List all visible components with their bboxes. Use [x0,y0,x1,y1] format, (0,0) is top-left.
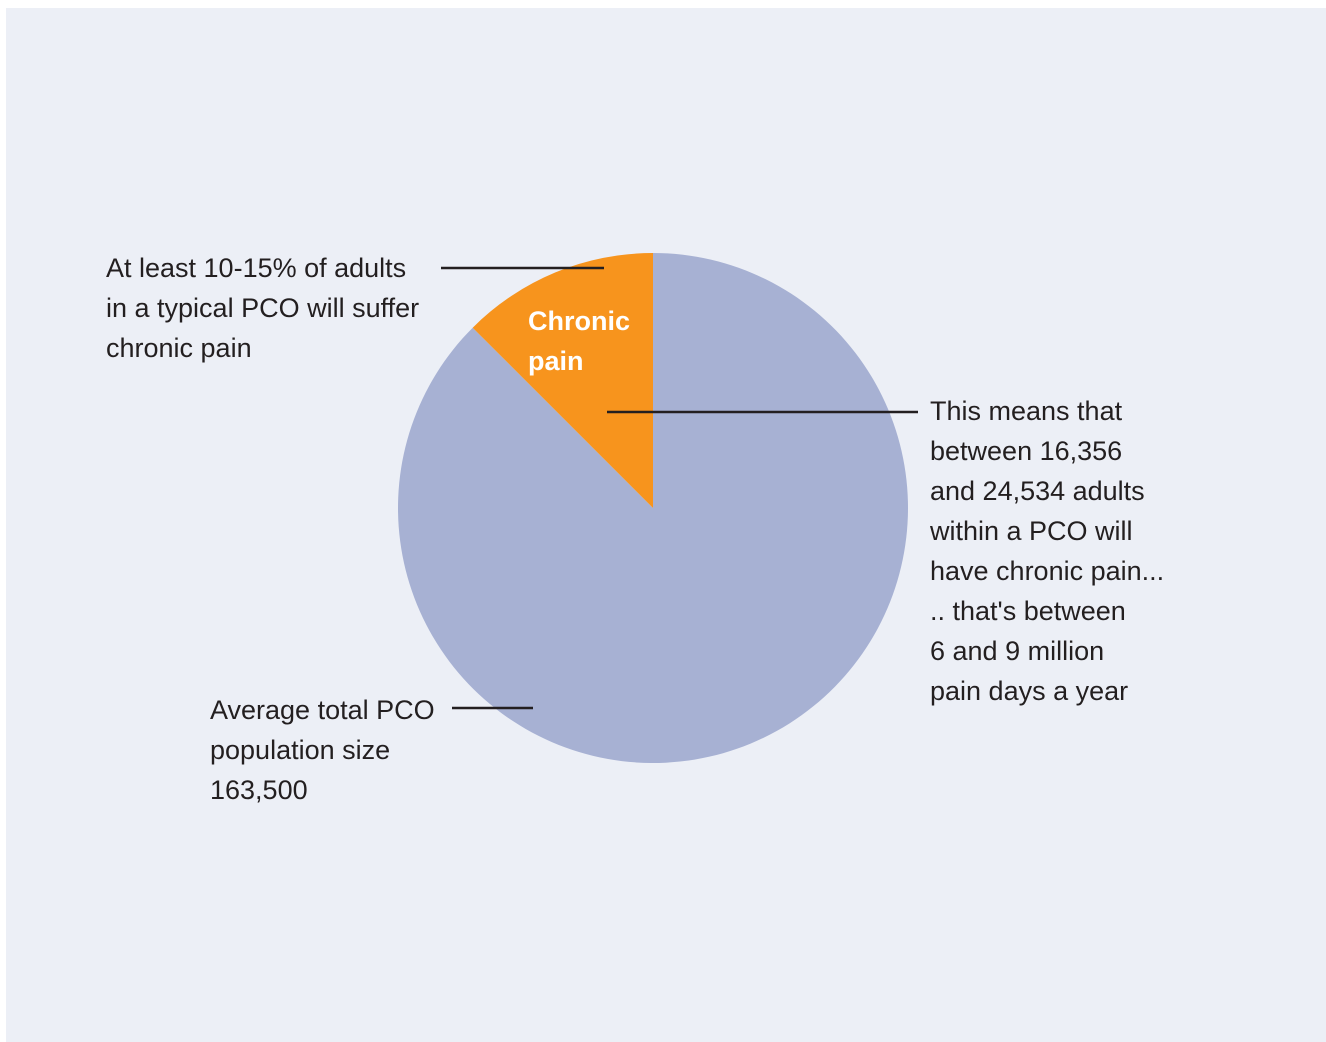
slice-label-line: Chronic [528,306,631,336]
annotation-line: between 16,356 [930,436,1123,466]
annotation-population-size: Average total PCO population size 163,50… [210,690,435,810]
annotation-line: population size [210,735,391,765]
annotation-line: pain days a year [930,676,1129,706]
annotation-line: This means that [930,396,1123,426]
slice-label-line: pain [528,346,584,376]
annotation-line: At least 10-15% of adults [106,253,407,283]
annotation-line: in a typical PCO will suffer [106,293,420,323]
annotation-line: within a PCO will [930,516,1133,546]
annotation-pain-days: This means that between 16,356 and 24,53… [930,391,1164,711]
annotation-line: chronic pain [106,333,252,363]
annotation-line: .. that's between [930,596,1126,626]
annotation-adults-percentage: At least 10-15% of adults in a typical P… [106,248,419,368]
slice-label-chronic-pain: Chronic pain [528,301,630,381]
pie-slice-population [398,253,908,764]
pie-slice-chronic-pain [472,253,653,508]
annotation-line: Average total PCO [210,695,435,725]
annotation-line: 6 and 9 million [930,636,1105,666]
annotation-line: 163,500 [210,775,308,805]
annotation-line: have chronic pain... [930,556,1165,586]
annotation-line: and 24,534 adults [930,476,1145,506]
